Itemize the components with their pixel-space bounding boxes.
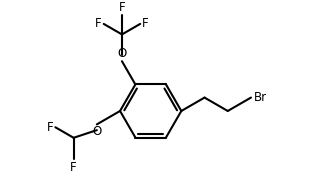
Text: F: F bbox=[47, 121, 53, 134]
Text: O: O bbox=[117, 47, 126, 60]
Text: O: O bbox=[92, 125, 102, 138]
Text: F: F bbox=[70, 161, 77, 174]
Text: F: F bbox=[142, 17, 149, 30]
Text: F: F bbox=[119, 1, 125, 14]
Text: Br: Br bbox=[254, 91, 267, 104]
Text: F: F bbox=[95, 17, 102, 30]
